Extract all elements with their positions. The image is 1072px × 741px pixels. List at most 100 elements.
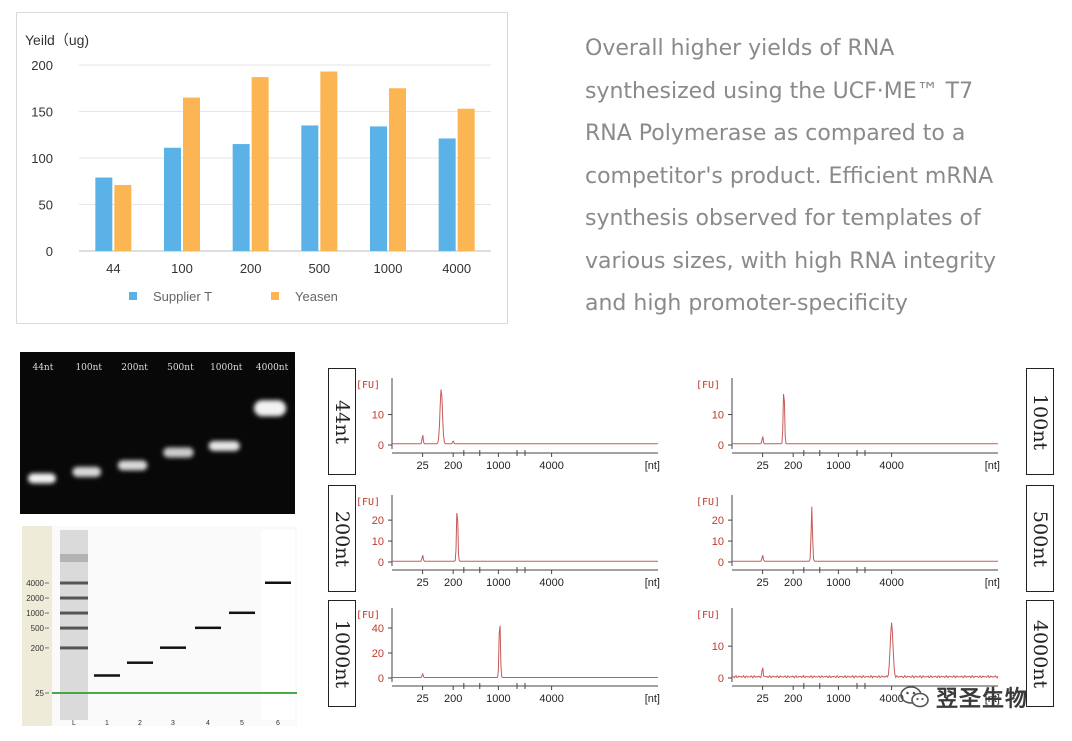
x-axis-unit-label: [nt]: [985, 460, 1000, 472]
bioanalyzer-svg: 4000 2000 1000 500 200 25 L 1 2 3 4 5 6: [22, 526, 297, 727]
gel-band: [163, 447, 194, 458]
ladder-size-label: 200: [31, 644, 45, 653]
x-tick-label: 1000: [486, 460, 510, 472]
gel-lane-label: 4000nt: [256, 363, 289, 373]
y-tick-label: 0: [378, 440, 384, 452]
ladder-size-label: 2000: [26, 594, 44, 603]
y-tick-label: 20: [712, 515, 724, 527]
electropherogram-100nt: [FU] 0 10 25 200 1000 4000 [nt]: [670, 370, 1020, 477]
x-tick-label: 25: [756, 577, 768, 589]
bar-yeasen: [251, 77, 269, 251]
sample-band: [265, 581, 291, 584]
electropherogram-trace: [731, 622, 999, 679]
fu-axis-label: [FU]: [356, 380, 380, 391]
trace-label: 1000nt: [331, 619, 353, 688]
bar-yeasen: [320, 71, 338, 251]
x-tick-label: 200: [784, 577, 802, 589]
electropherogram-500nt: [FU] 0 10 20 25 200 1000 4000 [nt]: [670, 487, 1020, 594]
bar-supplier-t: [438, 138, 456, 251]
lane-number-label: 4: [206, 720, 210, 727]
ladder-size-label: 1000: [26, 609, 44, 618]
y-tick-label: 10: [372, 410, 384, 422]
y-axis-label: Yeild（ug): [25, 32, 89, 48]
sample-band: [229, 611, 255, 615]
gel-lane-label: 1000nt: [210, 363, 243, 373]
trace-label: 4000nt: [1029, 619, 1051, 688]
y-tick-label: 150: [31, 105, 53, 120]
sample-band: [160, 646, 186, 649]
x-axis-unit-label: [nt]: [985, 693, 1000, 705]
bar-chart-svg: Yeild（ug) 0 50 100 150 200 44 100 200 500 1000 4000…: [25, 32, 491, 304]
x-tick-label: 4000: [879, 577, 903, 589]
trace-label-box: 1000nt: [328, 600, 356, 707]
sample-band: [127, 661, 153, 664]
y-tick-label: 0: [46, 244, 53, 259]
y-tick-label: 20: [372, 648, 384, 660]
description-line: RNA Polymerase as compared to a: [585, 121, 966, 146]
ladder-size-label: 4000: [26, 579, 44, 588]
fu-axis-label: [FU]: [696, 610, 720, 621]
electropherogram-trace: [732, 506, 998, 562]
trace-svg: [FU] 0 10 25 200 1000 4000 [nt]: [696, 378, 1000, 472]
trace-svg: [FU] 0 20 40 25 200 1000 4000 [nt]: [356, 608, 660, 705]
x-tick-label: 200: [784, 693, 802, 705]
ladder-band: [60, 554, 88, 562]
fu-axis-label: [FU]: [356, 497, 380, 508]
x-tick-label: 4000: [539, 693, 563, 705]
electropherogram-4000nt: [FU] 0 10 25 200 1000 4000 [nt]: [670, 600, 1020, 710]
y-tick-label: 0: [378, 673, 384, 685]
electropherogram-trace: [732, 394, 998, 445]
lane-number-label: 2: [138, 720, 142, 727]
x-tick-label: 25: [416, 460, 428, 472]
description-line: competitor's product. Efficient mRNA: [585, 163, 994, 189]
y-tick-label: 0: [718, 440, 724, 452]
electropherogram-200nt: [FU] 0 10 20 25 200 1000 4000 [nt]: [330, 487, 680, 594]
bar-supplier-t: [232, 144, 250, 251]
x-tick-label: 25: [756, 460, 768, 472]
trace-svg: [FU] 0 10 20 25 200 1000 4000 [nt]: [696, 495, 1000, 589]
electropherogram-trace: [392, 625, 658, 678]
lane-number-label: 1: [105, 720, 109, 727]
description-line: synthesis observed for templates of: [585, 206, 981, 231]
x-tick-label: 1000: [486, 577, 510, 589]
x-tick-label: 4000: [539, 460, 563, 472]
ladder-band: [60, 596, 88, 600]
fu-axis-label: [FU]: [356, 610, 380, 621]
bar-yeasen: [183, 97, 200, 251]
x-tick-label: 100: [171, 261, 193, 276]
electropherogram-trace: [392, 389, 658, 445]
gel-svg: 44nt 100nt 200nt 500nt 1000nt 4000nt: [27, 363, 289, 484]
x-axis-unit-label: [nt]: [645, 577, 660, 589]
trace-label-box: 4000nt: [1026, 600, 1054, 707]
bar-yeasen: [389, 88, 406, 251]
x-tick-label: 4000: [879, 460, 903, 472]
trace-label-box: 100nt: [1026, 368, 1054, 475]
x-tick-label: 4000: [442, 261, 471, 276]
fu-axis-label: [FU]: [696, 380, 720, 391]
bar-supplier-t: [301, 125, 319, 251]
description-line: and high promoter-specificity: [585, 291, 908, 316]
bioanalyzer-gel-image: 4000 2000 1000 500 200 25 L 1 2 3 4 5 6: [22, 526, 297, 732]
sample-band: [94, 674, 120, 677]
x-tick-label: 200: [784, 460, 802, 472]
x-axis-unit-label: [nt]: [985, 577, 1000, 589]
gel-lane-label: 100nt: [75, 363, 102, 373]
x-tick-label: 25: [416, 693, 428, 705]
description-line: synthesized using the UCF·ME™ T7: [585, 78, 974, 104]
y-tick-label: 100: [31, 151, 53, 166]
lane-number-label: 5: [240, 720, 244, 727]
x-tick-label: 1000: [826, 460, 850, 472]
y-tick-label: 200: [31, 58, 53, 73]
bar-supplier-t: [164, 147, 181, 251]
ladder-size-label: 500: [31, 624, 45, 633]
gel-lane-label: 44nt: [32, 363, 53, 373]
y-tick-label: 10: [712, 410, 724, 422]
y-tick-label: 40: [372, 623, 384, 635]
gel-band: [72, 466, 102, 477]
gel-band: [254, 400, 287, 417]
x-tick-label: 200: [444, 577, 462, 589]
trace-label: 200nt: [331, 510, 353, 567]
lane-number-label: L: [72, 720, 76, 727]
watermark-text: 翌圣生物: [936, 687, 1029, 712]
ladder-band: [60, 611, 88, 615]
